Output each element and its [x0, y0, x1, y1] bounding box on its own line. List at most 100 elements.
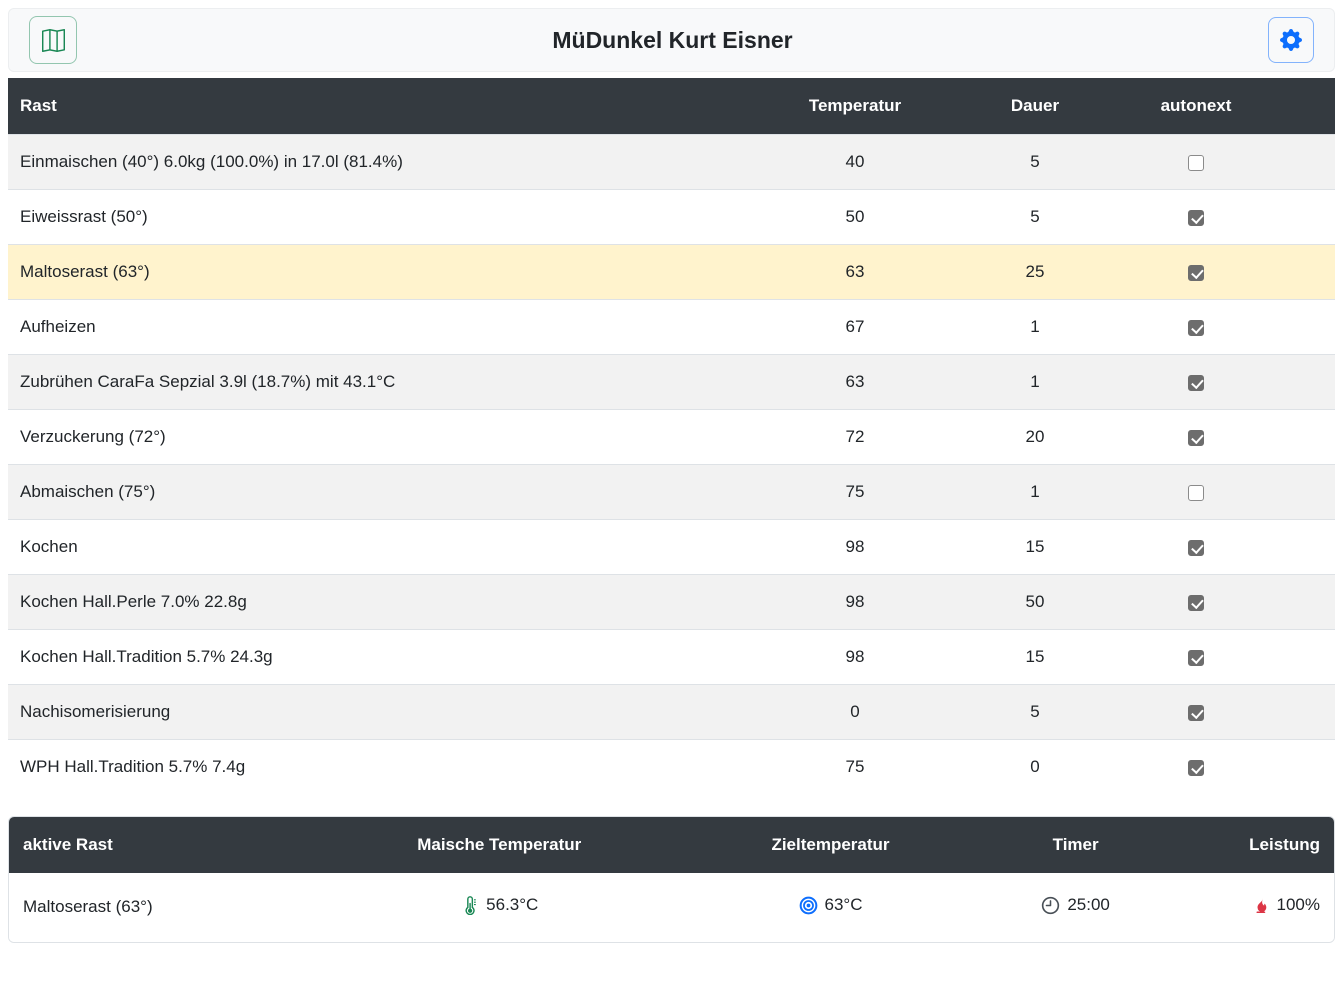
maische-temperatur-cell: 56.3°C [300, 873, 698, 942]
dauer-cell: 50 [945, 574, 1125, 630]
autonext-checkbox[interactable] [1188, 319, 1204, 336]
top-bar: MüDunkel Kurt Eisner [8, 8, 1335, 72]
col-header-maische-temperatur: Maische Temperatur [300, 817, 698, 873]
autonext-cell [1125, 354, 1335, 410]
clock-icon [1041, 896, 1060, 915]
temperatur-cell: 50 [765, 189, 945, 245]
status-value-row: Maltoserast (63°) 56.3°C [9, 873, 1334, 942]
zieltemperatur-value: 63°C [824, 895, 863, 914]
dauer-cell: 1 [945, 354, 1125, 410]
rast-cell: WPH Hall.Tradition 5.7% 7.4g [8, 739, 765, 794]
temperatur-cell: 75 [765, 464, 945, 520]
map-button[interactable] [29, 16, 77, 64]
rast-cell: Aufheizen [8, 299, 765, 355]
rast-cell: Abmaischen (75°) [8, 464, 765, 520]
temperatur-cell: 0 [765, 684, 945, 740]
timer-cell: 25:00 [963, 873, 1189, 942]
rast-cell: Zubrühen CaraFa Sepzial 3.9l (18.7%) mit… [8, 354, 765, 410]
page: MüDunkel Kurt Eisner Rast Temperatur Dau… [0, 0, 1343, 951]
autonext-checkbox[interactable] [1188, 264, 1204, 281]
rast-cell: Kochen Hall.Perle 7.0% 22.8g [8, 574, 765, 630]
temperatur-cell: 75 [765, 739, 945, 794]
autonext-checkbox[interactable] [1188, 209, 1204, 226]
autonext-checkbox[interactable] [1188, 649, 1204, 666]
rast-cell: Eiweissrast (50°) [8, 189, 765, 245]
status-table: aktive Rast Maische Temperatur Zieltempe… [9, 817, 1334, 942]
table-row: Nachisomerisierung 0 5 [8, 684, 1335, 740]
temperatur-cell: 98 [765, 519, 945, 575]
settings-button[interactable] [1268, 17, 1314, 63]
autonext-cell [1125, 464, 1335, 520]
col-header-zieltemperatur: Zieltemperatur [698, 817, 963, 873]
temperatur-cell: 40 [765, 134, 945, 190]
autonext-checkbox[interactable] [1188, 154, 1204, 171]
autonext-checkbox[interactable] [1188, 594, 1204, 611]
col-header-autonext: autonext [1125, 78, 1335, 135]
status-header-row: aktive Rast Maische Temperatur Zieltempe… [9, 817, 1334, 873]
col-header-dauer: Dauer [945, 78, 1125, 135]
dauer-cell: 20 [945, 409, 1125, 465]
autonext-checkbox[interactable] [1188, 704, 1204, 721]
table-row: Aufheizen 67 1 [8, 299, 1335, 355]
autonext-checkbox[interactable] [1188, 759, 1204, 776]
temperatur-cell: 63 [765, 354, 945, 410]
table-row: WPH Hall.Tradition 5.7% 7.4g 75 0 [8, 739, 1335, 794]
dauer-cell: 1 [945, 464, 1125, 520]
dauer-cell: 0 [945, 739, 1125, 794]
bullseye-icon [799, 896, 818, 915]
steps-header-row: Rast Temperatur Dauer autonext [8, 78, 1335, 135]
autonext-cell [1125, 189, 1335, 245]
dauer-cell: 15 [945, 629, 1125, 685]
autonext-cell [1125, 299, 1335, 355]
map-icon [41, 28, 65, 52]
rast-cell: Verzuckerung (72°) [8, 409, 765, 465]
steps-table: Rast Temperatur Dauer autonext Einmaisch… [8, 78, 1335, 794]
zieltemperatur-cell: 63°C [698, 873, 963, 942]
table-row: Kochen Hall.Tradition 5.7% 24.3g 98 15 [8, 629, 1335, 685]
autonext-checkbox[interactable] [1188, 374, 1204, 391]
autonext-cell [1125, 519, 1335, 575]
rast-cell: Kochen [8, 519, 765, 575]
rast-cell: Maltoserast (63°) [8, 244, 765, 300]
autonext-cell [1125, 739, 1335, 794]
col-header-leistung: Leistung [1188, 817, 1334, 873]
leistung-cell: 100% [1188, 873, 1334, 942]
table-row: Kochen Hall.Perle 7.0% 22.8g 98 50 [8, 574, 1335, 630]
active-rast-value: Maltoserast (63°) [9, 873, 301, 942]
temperatur-cell: 67 [765, 299, 945, 355]
maische-temperatur-value: 56.3°C [486, 895, 539, 914]
gear-icon [1280, 29, 1302, 51]
rast-cell: Nachisomerisierung [8, 684, 765, 740]
table-row: Kochen 98 15 [8, 519, 1335, 575]
dauer-cell: 5 [945, 134, 1125, 190]
autonext-checkbox[interactable] [1188, 484, 1204, 501]
autonext-cell [1125, 134, 1335, 190]
temperatur-cell: 72 [765, 409, 945, 465]
flame-icon [1251, 896, 1270, 915]
table-row: Abmaischen (75°) 75 1 [8, 464, 1335, 520]
table-row: Eiweissrast (50°) 50 5 [8, 189, 1335, 245]
autonext-checkbox[interactable] [1188, 539, 1204, 556]
active-rest-card: aktive Rast Maische Temperatur Zieltempe… [8, 816, 1335, 943]
temperatur-cell: 98 [765, 574, 945, 630]
table-row: Verzuckerung (72°) 72 20 [8, 409, 1335, 465]
dauer-cell: 15 [945, 519, 1125, 575]
rast-cell: Einmaischen (40°) 6.0kg (100.0%) in 17.0… [8, 134, 765, 190]
autonext-cell [1125, 409, 1335, 465]
dauer-cell: 5 [945, 684, 1125, 740]
temperatur-cell: 63 [765, 244, 945, 300]
autonext-cell [1125, 629, 1335, 685]
autonext-checkbox[interactable] [1188, 429, 1204, 446]
autonext-cell [1125, 684, 1335, 740]
table-row: Einmaischen (40°) 6.0kg (100.0%) in 17.0… [8, 134, 1335, 190]
dauer-cell: 1 [945, 299, 1125, 355]
dauer-cell: 5 [945, 189, 1125, 245]
col-header-aktive-rast: aktive Rast [9, 817, 301, 873]
dauer-cell: 25 [945, 244, 1125, 300]
autonext-cell [1125, 574, 1335, 630]
autonext-cell [1125, 244, 1335, 300]
timer-value: 25:00 [1067, 895, 1110, 914]
col-header-timer: Timer [963, 817, 1189, 873]
rast-cell: Kochen Hall.Tradition 5.7% 24.3g [8, 629, 765, 685]
table-row-active: Maltoserast (63°) 63 25 [8, 244, 1335, 300]
